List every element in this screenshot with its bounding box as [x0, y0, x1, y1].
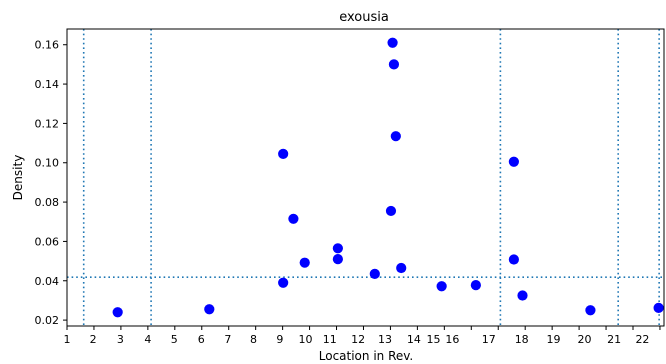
y-tick-label-7: 0.14: [35, 78, 60, 91]
x-tick-label-15: 15: [427, 333, 441, 346]
x-tick-label-9: 9: [276, 333, 283, 346]
data-point-5: [288, 213, 299, 224]
x-tick-label-6: 6: [198, 333, 205, 346]
chart-title: exousia: [339, 10, 389, 25]
data-point-6: [299, 257, 310, 268]
data-point-8: [332, 254, 343, 265]
data-point-2: [204, 304, 215, 315]
y-tick-label-6: 0.12: [35, 117, 60, 130]
y-tick-label-3: 0.06: [35, 235, 60, 248]
data-point-19: [517, 290, 528, 301]
x-tick-label-13: 13: [378, 333, 392, 346]
y-axis-ticks: 0.02 0.04 0.06 0.08 0.10 0.12 0.14 0.16: [35, 39, 67, 327]
y-tick-label-2: 0.04: [35, 275, 60, 288]
y-tick-label-1: 0.02: [35, 314, 60, 327]
x-tick-label-16: 16: [445, 333, 459, 346]
y-tick-label-5: 0.10: [35, 157, 60, 170]
data-point-1: [112, 307, 123, 318]
x-tick-label-1: 1: [64, 333, 71, 346]
x-tick-label-12: 12: [351, 333, 365, 346]
x-tick-label-3: 3: [117, 333, 124, 346]
data-point-13: [390, 131, 401, 142]
x-tick-label-14: 14: [407, 333, 421, 346]
data-points: [112, 37, 664, 318]
data-point-20: [585, 305, 596, 316]
y-axis-label: Density: [11, 155, 25, 201]
x-tick-label-4: 4: [144, 333, 151, 346]
x-tick-label-2: 2: [90, 333, 97, 346]
y-tick-label-8: 0.16: [35, 39, 60, 52]
x-tick-label-20: 20: [577, 333, 591, 346]
x-tick-label-22: 22: [635, 333, 649, 346]
data-point-10: [385, 205, 397, 217]
x-tick-label-8: 8: [250, 333, 257, 346]
plot-area-frame: [66, 28, 665, 327]
data-point-15: [436, 281, 447, 292]
x-tick-label-19: 19: [546, 333, 560, 346]
data-point-12: [388, 59, 400, 70]
x-tick-label-5: 5: [171, 333, 178, 346]
data-point-18: [508, 254, 519, 265]
data-point-11: [387, 37, 398, 48]
y-tick-label-4: 0.08: [35, 196, 60, 209]
data-point-17: [508, 156, 519, 167]
data-point-7: [332, 243, 343, 254]
x-tick-label-17: 17: [482, 333, 496, 346]
x-axis-ticks: 1 2 3 4 5 6 7 8 9 10 11 12 13 14 15 16 17 18 19 20 21 22: [64, 326, 661, 346]
x-tick-label-10: 10: [299, 333, 313, 346]
data-point-14: [396, 262, 407, 274]
data-point-9: [369, 268, 380, 279]
x-tick-label-21: 21: [607, 333, 621, 346]
data-point-16: [470, 279, 481, 291]
reference-lines: [67, 29, 664, 326]
data-point-3: [278, 277, 289, 288]
x-axis-label: Location in Rev.: [319, 349, 414, 363]
data-point-21: [653, 302, 664, 314]
data-point-4: [278, 148, 289, 159]
x-tick-label-18: 18: [515, 333, 529, 346]
x-tick-label-7: 7: [224, 333, 231, 346]
x-tick-label-11: 11: [323, 333, 337, 346]
